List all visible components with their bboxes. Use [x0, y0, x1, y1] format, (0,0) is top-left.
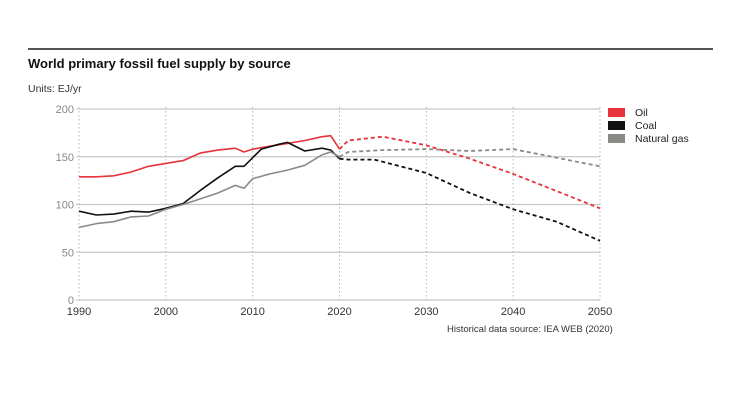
y-tick-label: 0: [68, 295, 74, 307]
legend-item-oil[interactable]: Oil: [608, 106, 689, 119]
series-line-natural-gas-projection: [339, 148, 601, 168]
legend-swatch-coal: [608, 121, 625, 130]
grid-layer: [78, 107, 601, 301]
legend-label-natural-gas: Natural gas: [635, 132, 689, 145]
chart-title: World primary fossil fuel supply by sour…: [28, 56, 291, 71]
legend-item-coal[interactable]: Coal: [608, 119, 689, 132]
x-tick-label: 2010: [240, 306, 264, 318]
series-line-coal-projection: [339, 157, 601, 242]
chart-units: Units: EJ/yr: [28, 83, 82, 95]
legend-swatch-oil: [608, 108, 625, 117]
legend-label-coal: Coal: [635, 119, 657, 132]
x-tick-label: 2000: [154, 306, 178, 318]
legend-label-oil: Oil: [635, 106, 648, 119]
y-tick-label: 200: [56, 104, 74, 116]
legend-item-natural-gas[interactable]: Natural gas: [608, 132, 689, 145]
x-tick-label: 2040: [501, 306, 525, 318]
series-line-oil-historical: [79, 134, 341, 178]
title-rule: [28, 48, 713, 50]
x-tick-label: 2020: [327, 306, 351, 318]
legend-swatch-natural-gas: [608, 134, 625, 143]
x-tick-label: 1990: [67, 306, 91, 318]
series-line-natural-gas-historical: [78, 151, 340, 229]
y-tick-label: 50: [62, 247, 74, 259]
x-tick-label: 2050: [588, 306, 612, 318]
series-line-coal-historical: [78, 141, 341, 216]
series-layer: [78, 134, 601, 242]
legend: Oil Coal Natural gas: [608, 106, 689, 145]
y-tick-label: 100: [56, 200, 74, 212]
source-note: Historical data source: IEA WEB (2020): [447, 324, 613, 335]
y-tick-label: 150: [56, 152, 74, 164]
tick-layer: 0 50 100 150 200 1990 2000 2010 2020 2030 2040 2050: [56, 104, 613, 318]
series-line-oil-projection: [338, 135, 601, 210]
x-tick-label: 2030: [414, 306, 438, 318]
